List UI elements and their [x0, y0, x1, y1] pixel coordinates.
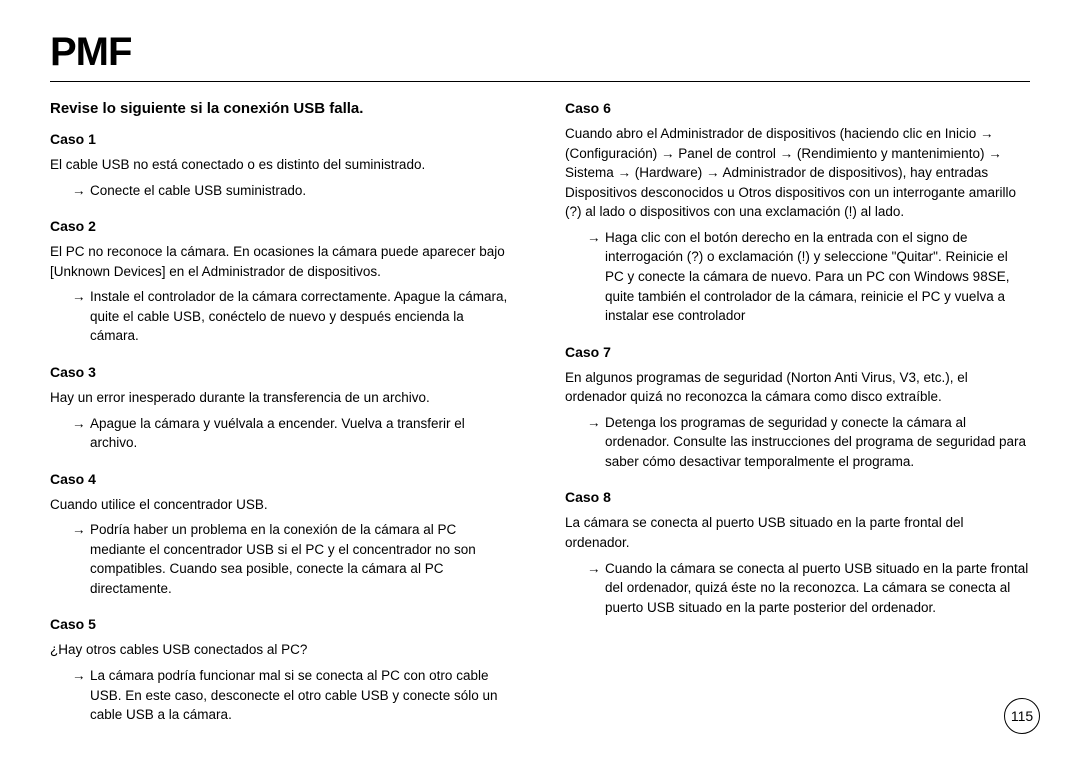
case-block: Caso 1 El cable USB no está conectado o … [50, 131, 515, 200]
divider-line [50, 81, 1030, 82]
case-label: Caso 3 [50, 364, 515, 380]
case-action-text: Instale el controlador de la cámara corr… [90, 289, 507, 343]
right-column: Caso 6 Cuando abro el Administrador de d… [565, 100, 1030, 743]
arrow-icon: → [72, 181, 86, 201]
case-block: Caso 3 Hay un error inesperado durante l… [50, 364, 515, 453]
case-label: Caso 6 [565, 100, 1030, 116]
page-number-text: 115 [1011, 708, 1033, 724]
case-action-text: Apague la cámara y vuélvala a encender. … [90, 416, 465, 451]
case-block: Caso 8 La cámara se conecta al puerto US… [565, 489, 1030, 617]
case-block: Caso 5 ¿Hay otros cables USB conectados … [50, 616, 515, 724]
case-description: El cable USB no está conectado o es dist… [50, 155, 515, 175]
arrow-icon: → [72, 666, 86, 686]
case-description: El PC no reconoce la cámara. En ocasione… [50, 242, 515, 281]
arrow-icon: → [72, 520, 86, 540]
case-description: Hay un error inesperado durante la trans… [50, 388, 515, 408]
case-description: Cuando utilice el concentrador USB. [50, 495, 515, 515]
case-label: Caso 5 [50, 616, 515, 632]
case-block: Caso 7 En algunos programas de seguridad… [565, 344, 1030, 472]
arrow-icon: → [587, 559, 601, 579]
section-heading: Revise lo siguiente si la conexión USB f… [50, 100, 515, 117]
case-block: Caso 6 Cuando abro el Administrador de d… [565, 100, 1030, 326]
case-action-text: Podría haber un problema en la conexión … [90, 522, 476, 596]
case-description: En algunos programas de seguridad (Norto… [565, 368, 1030, 407]
case-action: → Instale el controlador de la cámara co… [50, 287, 515, 346]
arrow-icon: → [587, 228, 601, 248]
case-description: ¿Hay otros cables USB conectados al PC? [50, 640, 515, 660]
case-action-text: La cámara podría funcionar mal si se con… [90, 668, 497, 722]
arrow-icon: → [72, 287, 86, 307]
case-action: → Apague la cámara y vuélvala a encender… [50, 414, 515, 453]
arrow-icon: → [587, 413, 601, 433]
page-title: PMF [50, 30, 1030, 75]
case-block: Caso 2 El PC no reconoce la cámara. En o… [50, 218, 515, 346]
case-description: Cuando abro el Administrador de disposit… [565, 124, 1030, 222]
case-action: → Conecte el cable USB suministrado. [50, 181, 515, 201]
two-column-layout: Revise lo siguiente si la conexión USB f… [50, 100, 1030, 743]
case-action-text: Haga clic con el botón derecho en la ent… [605, 230, 1009, 323]
case-action-text: Cuando la cámara se conecta al puerto US… [605, 561, 1028, 615]
page-number-badge: 115 [1004, 698, 1040, 734]
case-action-text: Detenga los programas de seguridad y con… [605, 415, 1026, 469]
case-block: Caso 4 Cuando utilice el concentrador US… [50, 471, 515, 599]
case-action: → Haga clic con el botón derecho en la e… [565, 228, 1030, 326]
case-label: Caso 8 [565, 489, 1030, 505]
case-label: Caso 2 [50, 218, 515, 234]
case-label: Caso 1 [50, 131, 515, 147]
case-label: Caso 4 [50, 471, 515, 487]
case-action: → Podría haber un problema en la conexió… [50, 520, 515, 598]
case-label: Caso 7 [565, 344, 1030, 360]
case-action: → La cámara podría funcionar mal si se c… [50, 666, 515, 725]
case-action: → Detenga los programas de seguridad y c… [565, 413, 1030, 472]
case-action: → Cuando la cámara se conecta al puerto … [565, 559, 1030, 618]
case-action-text: Conecte el cable USB suministrado. [90, 183, 306, 198]
left-column: Revise lo siguiente si la conexión USB f… [50, 100, 515, 743]
page-container: PMF Revise lo siguiente si la conexión U… [0, 0, 1080, 763]
case-description: La cámara se conecta al puerto USB situa… [565, 513, 1030, 552]
arrow-icon: → [72, 414, 86, 434]
